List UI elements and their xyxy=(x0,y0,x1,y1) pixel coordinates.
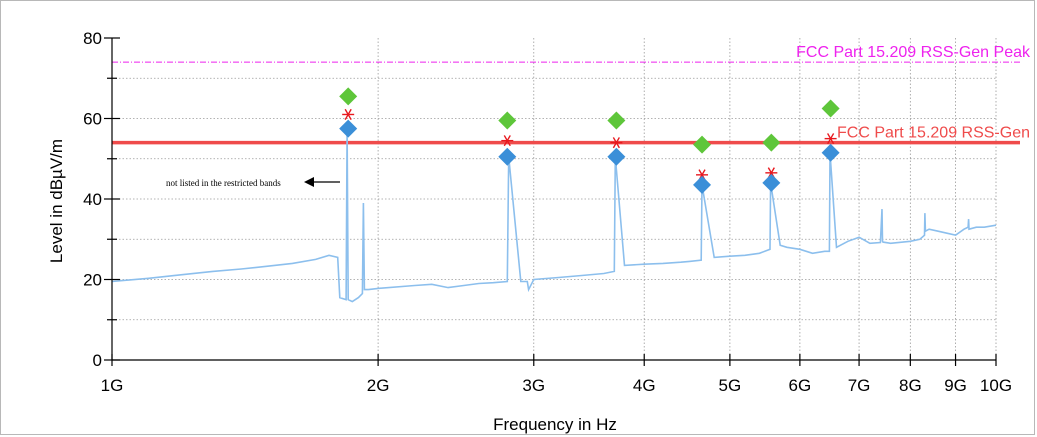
x-tick-label: 8G xyxy=(899,376,922,395)
limit-line-label: FCC Part 15.209 RSS-Gen Peak xyxy=(796,44,1031,61)
average-marker xyxy=(607,147,626,166)
restricted-bands-note: not listed in the restricted bands xyxy=(166,178,281,188)
note-arrow-head xyxy=(304,177,314,187)
x-tick-label: 9G xyxy=(944,376,967,395)
x-tick-label: 5G xyxy=(719,376,742,395)
x-axis-title: Frequency in Hz xyxy=(493,415,617,434)
peak-marker xyxy=(339,87,358,106)
peak-marker xyxy=(498,111,517,130)
average-marker xyxy=(821,143,840,162)
average-marker xyxy=(339,119,358,138)
star-marker xyxy=(501,135,514,147)
axis-layer: 0 20 40 60 80 1G 2G 3G 4G 5G 6G 7G 8G 9G 10G xyxy=(83,29,1012,395)
peak-marker xyxy=(762,133,781,152)
average-marker xyxy=(693,175,712,194)
marker-layer xyxy=(339,87,840,194)
star-stroke xyxy=(612,137,620,149)
y-tick-label: 40 xyxy=(83,190,102,209)
x-tick-label: 1G xyxy=(101,376,124,395)
y-tick-label: 80 xyxy=(83,29,102,48)
x-tick-label: 4G xyxy=(633,376,656,395)
star-stroke xyxy=(827,133,835,145)
y-tick-label: 60 xyxy=(83,110,102,129)
star-marker xyxy=(342,108,355,121)
y-axis-title: Level in dBµV/m xyxy=(47,139,66,263)
x-tick-label: 3G xyxy=(522,376,545,395)
star-marker xyxy=(824,133,837,145)
noise-layer xyxy=(111,128,997,303)
star-stroke xyxy=(503,135,511,147)
peak-marker xyxy=(607,111,626,130)
average-marker xyxy=(498,147,517,166)
limit-layer: FCC Part 15.209 RSS-Gen Peak FCC Part 15.… xyxy=(112,44,1031,145)
star-stroke xyxy=(344,108,352,121)
grid-layer xyxy=(112,38,997,360)
noise-floor-trace xyxy=(111,128,997,303)
peak-marker xyxy=(821,99,840,118)
limit-line-label: FCC Part 15.209 RSS-Gen xyxy=(837,125,1030,142)
x-tick-label: 10G xyxy=(980,376,1012,395)
peak-marker xyxy=(693,135,712,154)
annotation-layer: not listed in the restricted bands xyxy=(166,177,340,188)
y-tick-label: 0 xyxy=(93,351,102,370)
x-tick-label: 6G xyxy=(789,376,812,395)
average-marker xyxy=(762,173,781,192)
x-tick-label: 2G xyxy=(367,376,390,395)
star-marker xyxy=(610,137,623,149)
x-tick-label: 7G xyxy=(848,376,871,395)
y-tick-label: 20 xyxy=(83,271,102,290)
